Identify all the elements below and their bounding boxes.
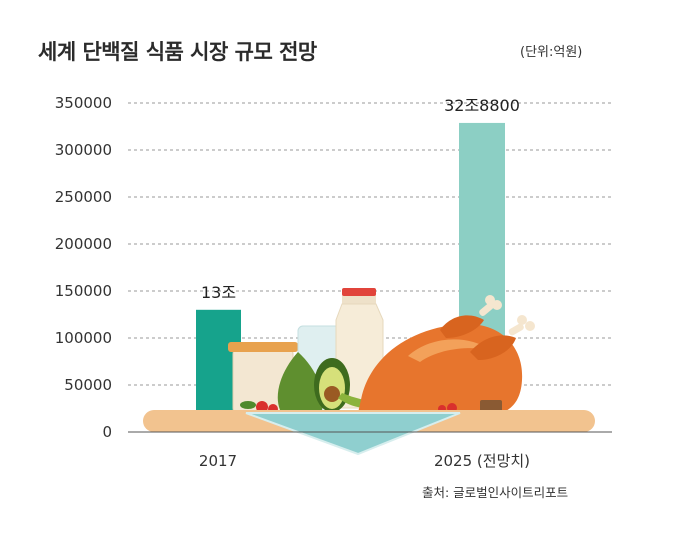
label-layer: 13조 2017 32조8800 2025 (전망치) xyxy=(199,96,530,470)
unit-label: (단위:억원) xyxy=(520,45,583,60)
chicken-leg-illustration xyxy=(440,315,484,338)
y-tick-label: 0 xyxy=(102,423,112,441)
chart-title: 세계 단백질 식품 시장 규모 전망 xyxy=(38,40,317,64)
y-tick-label: 100000 xyxy=(55,329,112,347)
milk-cap-illustration xyxy=(342,288,376,296)
y-tick-label: 350000 xyxy=(55,94,112,112)
data-label: 32조8800 xyxy=(444,96,520,115)
y-tick-label: 50000 xyxy=(64,376,112,394)
y-tick-label: 300000 xyxy=(55,141,112,159)
y-tick-label: 250000 xyxy=(55,188,112,206)
source-note: 출처: 글로벌인사이트리포트 xyxy=(422,485,569,500)
jar-lid-illustration xyxy=(228,342,298,352)
x-category-label: 2025 (전망치) xyxy=(434,452,530,470)
data-label: 13조 xyxy=(201,283,236,302)
avocado-illustration xyxy=(277,352,323,410)
food-illustration xyxy=(143,288,595,456)
y-tick-label: 150000 xyxy=(55,282,112,300)
axis-layer: 0 50000 100000 150000 200000 250000 300000 3500… xyxy=(55,94,612,441)
y-tick-label: 200000 xyxy=(55,235,112,253)
teal-arrow-illustration xyxy=(245,412,461,456)
x-category-label: 2017 xyxy=(199,452,237,470)
